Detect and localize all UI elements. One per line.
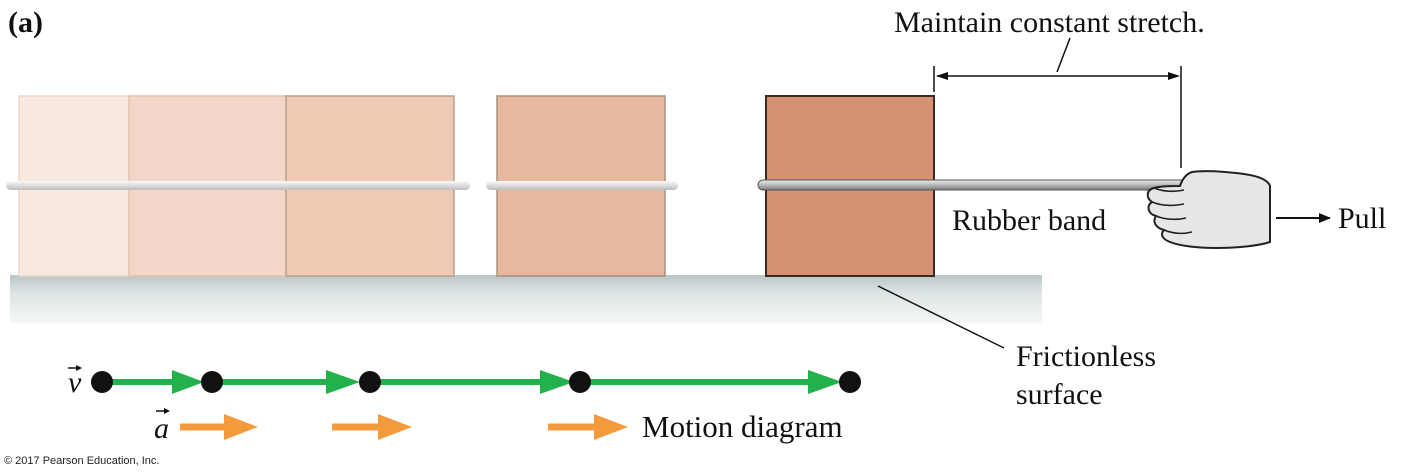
position-dot-5 [839, 371, 861, 393]
rod-3 [278, 181, 470, 190]
frictionless-surface [10, 275, 1042, 323]
rubber-band-rods [6, 179, 1197, 191]
acceleration-vector-arrow-icon [156, 408, 170, 414]
surface-label-line2: surface [1016, 378, 1103, 411]
velocity-vectors [102, 370, 842, 394]
acceleration-vectors [180, 414, 628, 440]
acceleration-arrowhead-3 [594, 414, 628, 440]
rod-4 [486, 181, 678, 190]
stretch-dimension [933, 37, 1182, 168]
velocity-arrowhead-3 [540, 370, 574, 394]
rod-1 [6, 181, 140, 190]
position-dots [91, 371, 861, 393]
rod-2 [117, 181, 293, 190]
position-dot-2 [201, 371, 223, 393]
position-dot-4 [569, 371, 591, 393]
motion-diagram-label: Motion diagram [642, 409, 843, 444]
copyright-text: © 2017 Pearson Education, Inc. [4, 455, 159, 467]
acceleration-arrowhead-1 [224, 414, 258, 440]
rubber-band-label: Rubber band [952, 204, 1106, 237]
pull-label: Pull [1338, 202, 1386, 235]
rubber-band [757, 179, 1197, 191]
surface-callout-line [877, 285, 1005, 349]
velocity-symbol: v [68, 366, 82, 399]
panel-label: (a) [8, 6, 43, 39]
hand-pulling-icon [1146, 170, 1271, 250]
velocity-vector-arrow-icon [68, 365, 82, 371]
surface-label-line1: Frictionless [1016, 340, 1156, 373]
stretch-note-label: Maintain constant stretch. [894, 6, 1205, 39]
velocity-arrowhead-2 [326, 370, 360, 394]
position-dot-1 [91, 371, 113, 393]
acceleration-symbol: a [154, 412, 169, 445]
acceleration-arrowhead-2 [378, 414, 412, 440]
position-dot-3 [359, 371, 381, 393]
velocity-arrowhead-4 [808, 370, 842, 394]
velocity-arrowhead-1 [172, 370, 204, 394]
